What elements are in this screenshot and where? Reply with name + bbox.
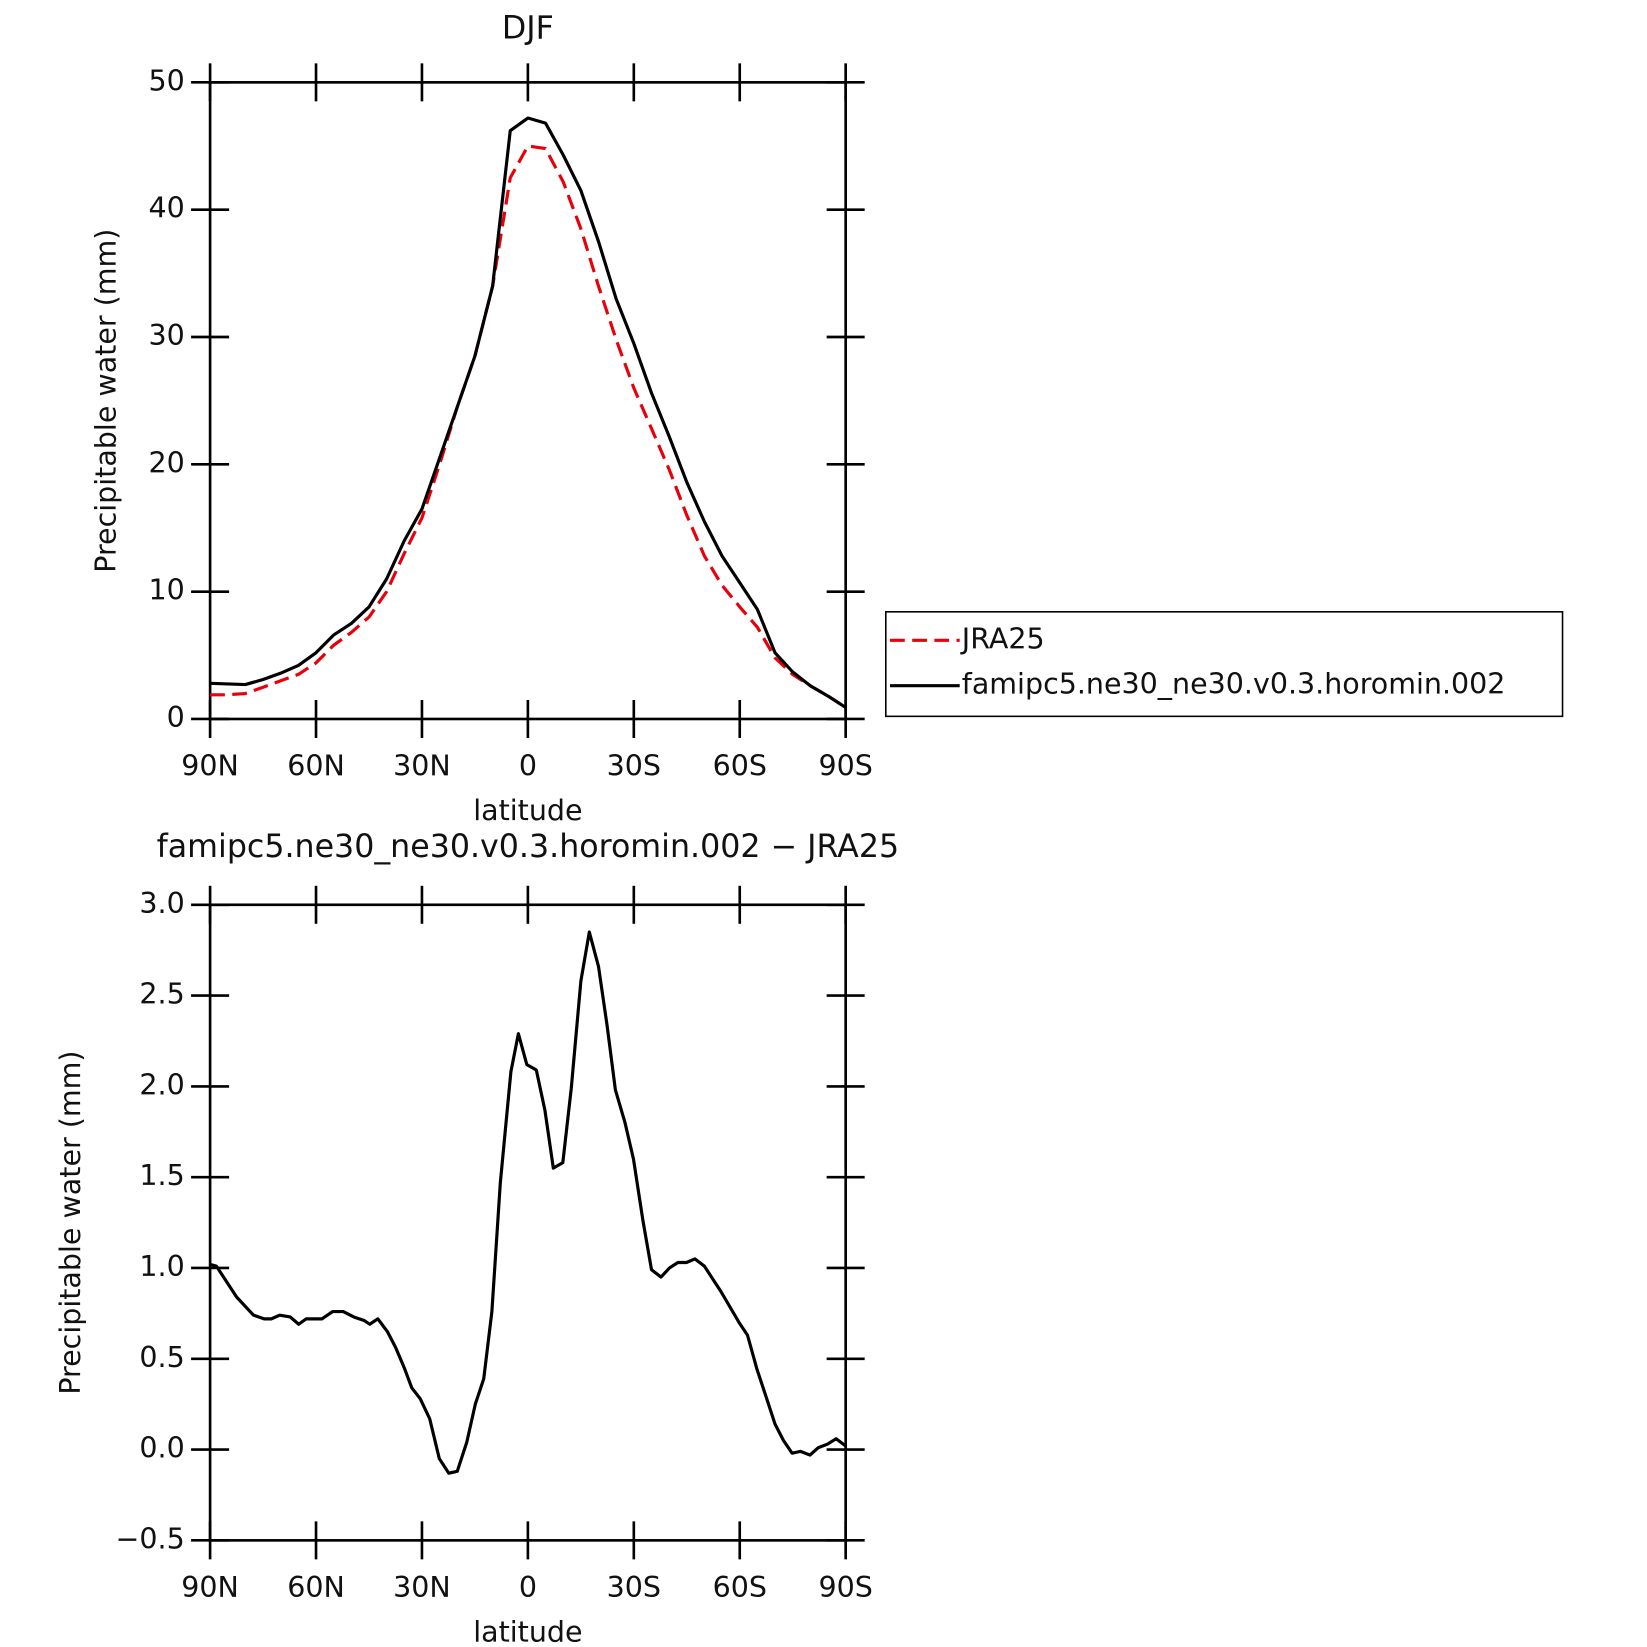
x-tick-label: 90N — [181, 1571, 239, 1604]
y-tick-label: 3.0 — [139, 887, 184, 920]
y-tick-label: 2.5 — [139, 978, 184, 1011]
x-tick-label: 60N — [287, 1571, 345, 1604]
plot-frame — [208, 81, 847, 721]
x-tick-label: 60N — [287, 750, 345, 783]
y-tick-label: 1.5 — [139, 1159, 184, 1192]
legend-label: famipc5.ne30_ne30.v0.3.horomin.002 — [962, 668, 1506, 701]
y-tick-label: 40 — [148, 192, 184, 225]
y-tick-label: 2.0 — [139, 1068, 184, 1101]
y-tick-label: 30 — [148, 319, 184, 352]
y-tick-label: 50 — [148, 64, 184, 97]
legend-box — [884, 611, 1564, 718]
x-tick-label: 30S — [607, 750, 661, 783]
x-tick-label: 60S — [713, 1571, 767, 1604]
y-tick-label: 0.0 — [139, 1432, 184, 1465]
x-tick-label: 90N — [181, 750, 239, 783]
y-tick-label: 0.5 — [139, 1341, 184, 1374]
plot-frame — [208, 903, 847, 1542]
chart-title: DJF — [502, 11, 554, 47]
x-tick-label: 60S — [713, 750, 767, 783]
x-axis-label: latitude — [473, 794, 582, 827]
y-tick-label: −0.5 — [116, 1522, 185, 1555]
data-line — [210, 144, 847, 709]
y-tick-label: 0 — [167, 701, 185, 734]
chart-title: famipc5.ne30_ne30.v0.3.horomin.002 − JRA… — [157, 829, 899, 865]
x-tick-label: 30N — [393, 750, 451, 783]
x-axis-label: latitude — [473, 1615, 582, 1647]
data-line — [209, 930, 847, 1475]
x-tick-label: 0 — [519, 1571, 537, 1604]
y-tick-label: 1.0 — [139, 1250, 184, 1283]
y-axis-label: Precipitable water (mm) — [54, 1050, 87, 1394]
data-line — [210, 116, 847, 709]
x-tick-label: 30N — [393, 1571, 451, 1604]
x-tick-label: 0 — [519, 750, 537, 783]
y-tick-label: 20 — [148, 446, 184, 479]
legend-label: JRA25 — [960, 622, 1045, 655]
x-tick-label: 30S — [607, 1571, 661, 1604]
y-axis-label: Precipitable water (mm) — [90, 229, 123, 573]
x-tick-label: 90S — [818, 1571, 872, 1604]
y-tick-label: 10 — [148, 574, 184, 607]
x-tick-label: 90S — [818, 750, 872, 783]
